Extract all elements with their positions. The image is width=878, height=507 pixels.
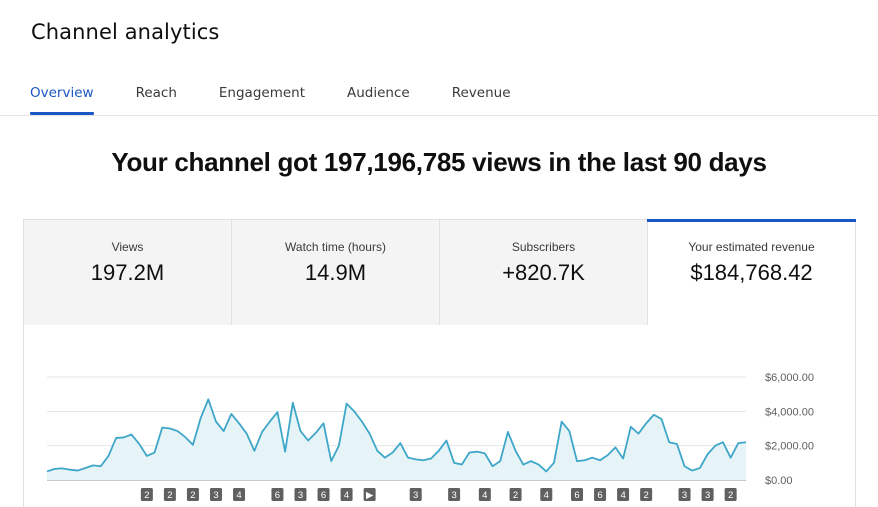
event-marker[interactable]: 6 <box>271 488 284 501</box>
event-marker-label: ▶ <box>366 490 374 501</box>
event-marker[interactable]: 4 <box>540 488 553 501</box>
event-marker[interactable]: 2 <box>163 488 176 501</box>
event-marker[interactable]: 3 <box>678 488 691 501</box>
event-marker[interactable]: 4 <box>478 488 491 501</box>
event-marker-box <box>594 488 607 501</box>
y-tick-label: $2,000.00 <box>765 441 814 453</box>
event-marker-label: 3 <box>705 490 710 501</box>
event-marker-box <box>678 488 691 501</box>
y-tick-label: $0.00 <box>765 475 793 487</box>
event-marker[interactable]: 4 <box>617 488 630 501</box>
series-area <box>47 399 746 480</box>
event-marker-label: 2 <box>167 490 172 501</box>
event-marker-label: 3 <box>298 490 303 501</box>
revenue-chart-panel: $0.00 $2,000.00 $4,000.00 $6,000.00 2 2 2 3 4 6 3 6… <box>23 325 856 507</box>
tab-overview[interactable]: Overview <box>30 84 94 116</box>
metric-label: Subscribers <box>511 240 576 254</box>
event-marker[interactable]: 3 <box>448 488 461 501</box>
event-marker-label: 2 <box>643 490 648 501</box>
tab-reach[interactable]: Reach <box>135 85 177 101</box>
tab-engagement[interactable]: Engagement <box>218 85 306 101</box>
metric-value: 14.9M <box>304 260 367 285</box>
y-tick-label: $6,000.00 <box>765 372 814 384</box>
event-marker[interactable]: 4 <box>340 488 353 501</box>
event-marker-label: 6 <box>275 490 280 501</box>
metric-card-views[interactable]: Views 197.2M <box>24 220 232 325</box>
event-marker[interactable]: ▶ <box>363 488 376 501</box>
event-marker-box <box>294 488 307 501</box>
event-marker-label: 4 <box>344 490 349 501</box>
event-marker[interactable]: 3 <box>409 488 422 501</box>
event-marker[interactable]: 6 <box>317 488 330 501</box>
event-marker-label: 4 <box>544 490 549 501</box>
metric-card-revenue[interactable]: Your estimated revenue $184,768.42 <box>647 219 856 325</box>
event-marker-label: 6 <box>321 490 326 501</box>
event-marker-label: 2 <box>513 490 518 501</box>
event-marker-label: 4 <box>620 490 625 501</box>
event-marker-label: 6 <box>574 490 579 501</box>
event-marker-box <box>233 488 246 501</box>
event-marker-label: 3 <box>451 490 456 501</box>
event-marker-box <box>640 488 653 501</box>
page-title: Channel analytics <box>31 20 220 44</box>
event-marker-box <box>340 488 353 501</box>
metric-value: 197.2M <box>90 260 165 285</box>
metric-value: +820.7K <box>502 260 585 285</box>
event-marker-box <box>186 488 199 501</box>
event-marker-box <box>140 488 153 501</box>
event-marker-label: 2 <box>144 490 149 501</box>
revenue-chart[interactable]: $0.00 $2,000.00 $4,000.00 $6,000.00 2 2 2 3 4 6 3 6… <box>24 325 857 507</box>
analytics-tabs: Overview Reach Engagement Audience Reven… <box>30 84 553 116</box>
tab-audience[interactable]: Audience <box>347 85 410 101</box>
event-marker[interactable]: 3 <box>294 488 307 501</box>
event-marker-label: 3 <box>413 490 418 501</box>
event-marker-label: 4 <box>482 490 487 501</box>
event-marker-box <box>701 488 714 501</box>
event-marker[interactable]: 2 <box>140 488 153 501</box>
event-marker[interactable]: 3 <box>209 488 222 501</box>
event-marker-box <box>363 488 376 501</box>
tab-revenue[interactable]: Revenue <box>451 85 511 101</box>
metric-card-watch-time[interactable]: Watch time (hours) 14.9M <box>232 220 440 325</box>
event-marker-label: 4 <box>236 490 241 501</box>
event-marker-box <box>163 488 176 501</box>
metric-value: $184,768.42 <box>690 260 813 285</box>
event-marker-box <box>448 488 461 501</box>
event-marker[interactable]: 6 <box>571 488 584 501</box>
event-marker-label: 3 <box>213 490 218 501</box>
y-tick-label: $4,000.00 <box>765 406 814 418</box>
series-line <box>46 398 747 473</box>
metric-cards: Views 197.2M Watch time (hours) 14.9M Su… <box>23 219 856 325</box>
event-marker-box <box>724 488 737 501</box>
tabs-divider <box>0 115 878 116</box>
metric-label: Your estimated revenue <box>688 240 815 254</box>
event-marker[interactable]: 3 <box>701 488 714 501</box>
summary-headline: Your channel got 197,196,785 views in th… <box>111 147 767 177</box>
event-marker-box <box>509 488 522 501</box>
event-marker-label: 3 <box>682 490 687 501</box>
event-marker-label: 2 <box>728 490 733 501</box>
event-marker[interactable]: 2 <box>509 488 522 501</box>
metric-card-subscribers[interactable]: Subscribers +820.7K <box>440 220 648 325</box>
event-marker-box <box>478 488 491 501</box>
event-marker-box <box>271 488 284 501</box>
event-marker-label: 6 <box>597 490 602 501</box>
event-marker[interactable]: 2 <box>724 488 737 501</box>
event-marker[interactable]: 4 <box>233 488 246 501</box>
event-marker[interactable]: 2 <box>186 488 199 501</box>
event-marker-box <box>209 488 222 501</box>
event-marker-box <box>617 488 630 501</box>
event-marker-box <box>571 488 584 501</box>
event-marker-box <box>540 488 553 501</box>
event-marker[interactable]: 6 <box>594 488 607 501</box>
event-marker-label: 2 <box>190 490 195 501</box>
metric-label: Watch time (hours) <box>285 240 386 254</box>
event-marker-box <box>409 488 422 501</box>
event-marker-box <box>317 488 330 501</box>
metric-label: Views <box>111 240 144 254</box>
event-marker[interactable]: 2 <box>640 488 653 501</box>
